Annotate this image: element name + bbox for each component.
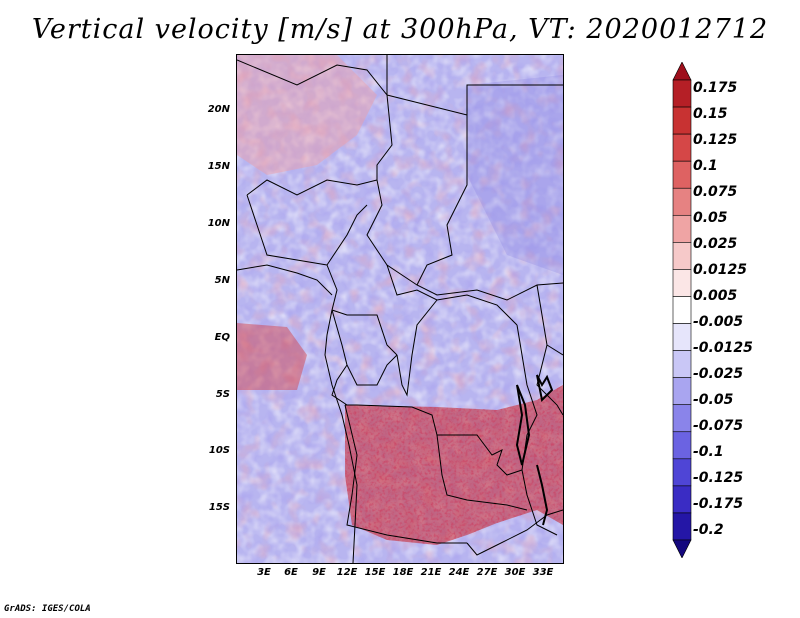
colorbar-label-neg-0-2: -0.2: [693, 522, 724, 538]
colorbar-label-0-15: 0.15: [693, 106, 728, 122]
map-canvas: [237, 55, 563, 563]
colorbar-swatch: [672, 187, 692, 216]
lat-label-10n: 10N: [207, 218, 230, 229]
lat-label-5s: 5S: [215, 389, 230, 400]
colorbar-swatch: [672, 404, 692, 433]
lon-label-24e: 24E: [448, 567, 470, 578]
lon-label-30e: 30E: [504, 567, 526, 578]
colorbar-swatch: [672, 350, 692, 378]
colorbar-label-0-05: 0.05: [693, 210, 728, 226]
colorbar-label-neg-0-005: -0.005: [693, 314, 744, 330]
lon-label-21e: 21E: [420, 567, 442, 578]
lon-label-18e: 18E: [392, 567, 414, 578]
colorbar-label-neg-0-025: -0.025: [693, 366, 744, 382]
colorbar: [672, 62, 692, 558]
colorbar-swatch: [672, 458, 692, 487]
colorbar-label-neg-0-075: -0.075: [693, 418, 744, 434]
colorbar-swatch: [672, 160, 692, 189]
colorbar-swatch: [672, 269, 692, 297]
lat-label-20n: 20N: [207, 104, 230, 115]
lat-label-5n: 5N: [214, 275, 230, 286]
lon-label-3e: 3E: [257, 567, 271, 578]
colorbar-swatch: [672, 79, 692, 108]
map-title: Vertical velocity [m/s] at 300hPa, VT: 2…: [31, 14, 769, 45]
colorbar-swatch: [672, 323, 692, 351]
colorbar-label-0-075: 0.075: [693, 184, 738, 200]
lon-label-9e: 9E: [312, 567, 326, 578]
lat-label-eq: EQ: [214, 332, 230, 343]
colorbar-label-neg-0-1: -0.1: [693, 444, 724, 460]
colorbar-label-neg-0-125: -0.125: [693, 470, 744, 486]
lat-label-10s: 10S: [208, 445, 230, 456]
lon-label-27e: 27E: [476, 567, 498, 578]
colorbar-swatch: [672, 214, 692, 243]
country-borders: [237, 55, 563, 563]
colorbar-swatch: [672, 62, 692, 81]
colorbar-swatch: [672, 485, 692, 514]
west-equator-red: [237, 323, 307, 390]
colorbar-swatch: [672, 296, 692, 324]
grads-credit: GrADS: IGES/COLA: [4, 604, 91, 614]
lakes: [515, 374, 554, 526]
colorbar-swatch: [672, 539, 692, 558]
colorbar-label-neg-0-0125: -0.0125: [693, 340, 753, 356]
lon-label-6e: 6E: [284, 567, 298, 578]
colorbar-swatch: [672, 512, 692, 541]
colorbar-label-0-005: 0.005: [693, 288, 738, 304]
colorbar-label-0-0125: 0.0125: [693, 262, 748, 278]
lon-label-33e: 33E: [532, 567, 554, 578]
colorbar-label-neg-0-175: -0.175: [693, 496, 744, 512]
colorbar-swatch: [672, 431, 692, 460]
lat-label-15s: 15S: [208, 502, 230, 513]
colorbar-swatch: [672, 377, 692, 406]
lon-label-12e: 12E: [336, 567, 358, 578]
lon-label-15e: 15E: [364, 567, 386, 578]
northeast-blue-zone: [467, 75, 563, 275]
lat-label-15n: 15N: [207, 161, 230, 172]
colorbar-label-neg-0-05: -0.05: [693, 392, 734, 408]
colorbar-swatch: [672, 106, 692, 135]
colorbar-swatch: [672, 242, 692, 270]
colorbar-label-0-1: 0.1: [693, 158, 718, 174]
north-red-zone: [237, 55, 377, 175]
colorbar-label-0-125: 0.125: [693, 132, 738, 148]
colorbar-swatches: [672, 62, 692, 558]
colorbar-label-0-175: 0.175: [693, 80, 738, 96]
vertical-velocity-map: [236, 54, 564, 564]
colorbar-swatch: [672, 133, 692, 162]
colorbar-label-0-025: 0.025: [693, 236, 738, 252]
